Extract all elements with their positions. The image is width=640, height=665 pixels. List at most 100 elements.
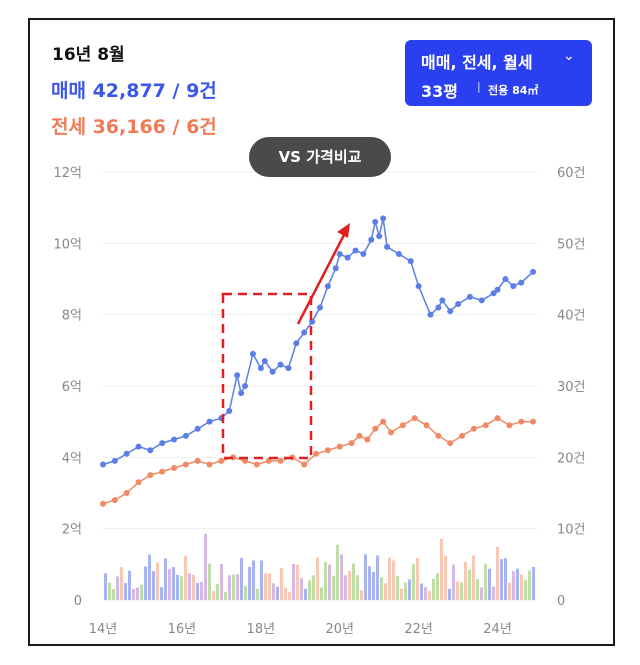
- selected-period: 16년 8월: [52, 45, 125, 65]
- data-point-전세: [159, 468, 166, 475]
- data-point-전세: [447, 440, 454, 447]
- data-point-전세: [171, 465, 178, 472]
- deal-type-label: 매매, 전세, 월세: [421, 53, 533, 72]
- volume-bar: [508, 582, 511, 600]
- data-point-매매: [510, 283, 517, 290]
- volume-bar: [416, 557, 419, 600]
- data-point-매매: [242, 383, 249, 389]
- volume-bar: [360, 590, 363, 600]
- data-point-매매: [395, 251, 402, 258]
- volume-bar: [292, 563, 295, 600]
- volume-bar: [176, 574, 179, 600]
- data-point-전세: [494, 415, 501, 422]
- data-point-매매: [324, 283, 331, 290]
- data-point-매매: [301, 329, 308, 336]
- volume-bar: [276, 586, 279, 600]
- data-point-매매: [234, 372, 241, 379]
- volume-bar: [468, 569, 471, 600]
- volume-bar: [512, 571, 515, 600]
- volume-bar: [348, 570, 351, 600]
- data-point-매매: [171, 436, 178, 443]
- data-point-매매: [372, 218, 379, 225]
- data-point-매매: [336, 251, 343, 258]
- volume-bar: [440, 538, 443, 600]
- data-point-전세: [470, 425, 477, 432]
- data-point-매매: [206, 418, 213, 425]
- data-point-매매: [530, 268, 537, 275]
- x-axis: 14년 16년 18년 20년 22년 24년: [89, 622, 512, 637]
- volume-bar: [288, 591, 291, 600]
- data-point-매매: [317, 304, 323, 311]
- volume-bar: [520, 574, 523, 600]
- filter-separator: |: [477, 80, 481, 93]
- y-left-tick-label: 8억: [62, 309, 82, 324]
- data-point-매매: [309, 318, 316, 325]
- data-point-매매: [135, 443, 142, 450]
- data-point-전세: [336, 443, 343, 450]
- y-left-tick-label: 10억: [53, 237, 82, 252]
- data-point-전세: [324, 447, 331, 454]
- data-point-매매: [407, 258, 414, 265]
- data-point-매매: [159, 440, 166, 447]
- data-point-전세: [411, 415, 418, 422]
- volume-bar: [260, 560, 263, 600]
- volume-bar: [320, 587, 323, 600]
- volume-bar: [384, 583, 387, 600]
- data-point-전세: [277, 457, 284, 464]
- data-point-전세: [182, 461, 189, 468]
- data-point-전세: [435, 432, 442, 439]
- volume-bar: [248, 566, 251, 600]
- volume-bar: [492, 586, 495, 600]
- volume-bar: [356, 575, 359, 600]
- volume-bar: [212, 591, 215, 600]
- data-point-매매: [455, 300, 462, 307]
- x-tick-label: 14년: [89, 622, 118, 637]
- data-point-매매: [285, 365, 292, 372]
- y-right-tick-label: 60건: [557, 166, 586, 181]
- volume-bar: [448, 588, 451, 600]
- data-point-매매: [293, 340, 300, 347]
- data-point-전세: [301, 461, 308, 468]
- series-line-전세: [102, 417, 534, 505]
- data-point-매매: [147, 447, 154, 454]
- data-point-매매: [111, 457, 118, 464]
- volume-bar: [120, 567, 123, 600]
- data-point-매매: [435, 304, 442, 311]
- volume-bar: [368, 566, 371, 600]
- trend-arrow: [296, 232, 347, 325]
- data-point-매매: [518, 279, 525, 286]
- size-label: 33평: [421, 82, 458, 101]
- volume-bar: [232, 574, 235, 600]
- data-point-매매: [384, 243, 391, 250]
- data-point-매매: [332, 265, 339, 272]
- volume-bar: [324, 562, 327, 600]
- volume-bar: [200, 581, 203, 600]
- volume-bar: [196, 583, 199, 600]
- volume-bar: [364, 554, 367, 600]
- volume-bar: [256, 588, 259, 600]
- volume-bar: [532, 566, 535, 600]
- compare-button[interactable]: VS 가격비교: [249, 137, 391, 177]
- data-point-전세: [506, 422, 513, 429]
- volume-bar: [264, 573, 267, 600]
- data-point-매매: [502, 276, 509, 282]
- volume-bar: [156, 562, 159, 600]
- volume-bar: [308, 580, 311, 600]
- y-right-tick-label: 0: [557, 594, 565, 609]
- volume-bar: [328, 564, 331, 600]
- data-point-매매: [427, 311, 434, 318]
- highlight-box: [221, 292, 313, 460]
- data-point-전세: [147, 472, 154, 479]
- data-point-매매: [466, 293, 473, 300]
- x-tick-label: 22년: [404, 622, 433, 637]
- data-point-매매: [376, 233, 383, 240]
- volume-bar: [316, 557, 319, 600]
- volume-bar: [148, 554, 151, 600]
- deal-type-filter-button[interactable]: 매매, 전세, 월세 ⌄ 33평 | 전용 84㎡: [405, 40, 592, 106]
- volume-bar: [408, 579, 411, 600]
- data-point-전세: [388, 429, 395, 436]
- volume-bar: [436, 573, 439, 600]
- volume-bar: [428, 590, 431, 600]
- volume-bar: [500, 559, 503, 600]
- volume-bar: [340, 554, 343, 600]
